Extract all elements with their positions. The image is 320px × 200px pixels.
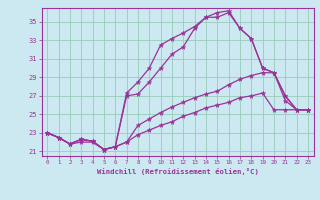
X-axis label: Windchill (Refroidissement éolien,°C): Windchill (Refroidissement éolien,°C) [97, 168, 259, 175]
